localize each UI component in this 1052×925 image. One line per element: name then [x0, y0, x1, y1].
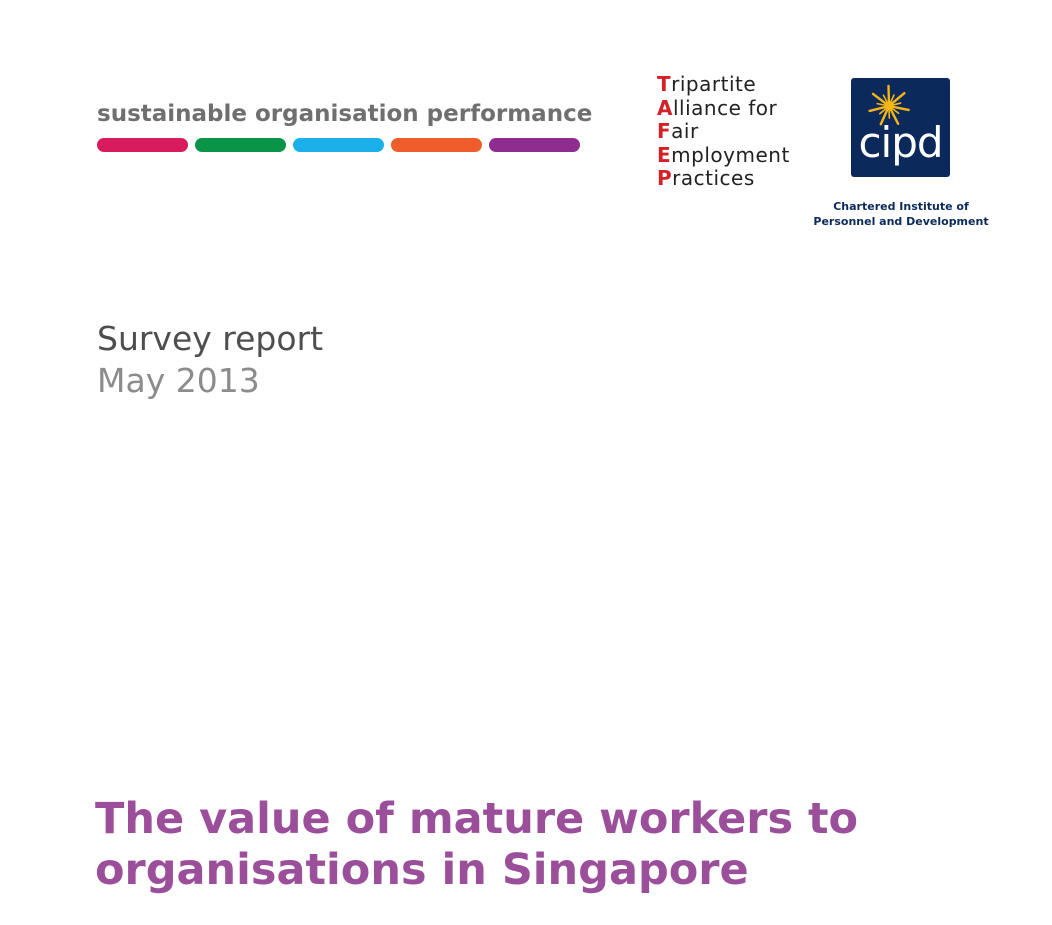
colour-bar-orange	[391, 138, 482, 152]
colour-bar-green	[195, 138, 286, 152]
cipd-caption-line2: Personnel and Development	[813, 214, 989, 228]
tafep-line-4: Employment	[657, 142, 790, 168]
cipd-caption: Chartered Institute of Personnel and Dev…	[810, 200, 992, 229]
tafep-line-3: Fair	[657, 119, 790, 144]
series-title: sustainable organisation performance	[97, 101, 593, 127]
page-title: The value of mature workers to organisat…	[95, 794, 995, 896]
cipd-caption-line1: Chartered Institute of	[833, 200, 969, 213]
report-type: Survey report	[97, 319, 324, 358]
tafep-word: ractices	[672, 166, 755, 190]
tafep-line-1: Tripartite	[657, 72, 790, 97]
star-center	[885, 102, 893, 110]
tafep-initial: E	[657, 142, 672, 167]
tafep-line-5: Practices	[657, 166, 790, 191]
tafep-initial: P	[657, 166, 673, 190]
tafep-word: ripartite	[671, 72, 757, 96]
tafep-word: mployment	[671, 142, 790, 167]
tafep-word: lliance for	[672, 95, 778, 120]
tafep-initial: T	[657, 72, 672, 96]
report-date: May 2013	[97, 361, 260, 400]
tafep-logo: Tripartite Alliance for Fair Employment …	[657, 72, 790, 191]
colour-bar-magenta	[97, 138, 188, 152]
colour-bars	[97, 138, 587, 152]
star-burst-icon	[868, 84, 910, 126]
cipd-logo: cipd	[851, 78, 950, 177]
series-branding: sustainable organisation performance	[97, 98, 593, 152]
page-title-line2: organisations in Singapore	[95, 845, 749, 895]
colour-bar-blue	[293, 138, 384, 152]
tafep-line-2: Alliance for	[657, 95, 790, 121]
tafep-initial: A	[657, 95, 673, 120]
tafep-initial: F	[657, 119, 672, 143]
page-title-line1: The value of mature workers to	[95, 794, 859, 844]
tafep-word: air	[671, 119, 699, 143]
cipd-logo-text: cipd	[858, 118, 943, 167]
colour-bar-purple	[489, 138, 580, 152]
